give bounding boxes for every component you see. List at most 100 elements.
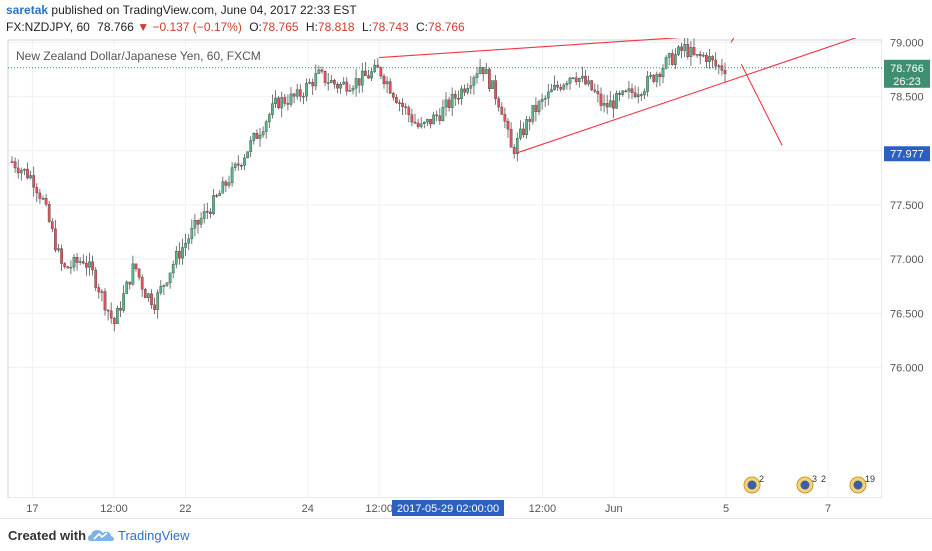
candle-body (475, 73, 479, 78)
x-tick-label: 12:00 (529, 503, 557, 515)
candle-body (165, 282, 169, 286)
x-tick-label: 17 (26, 503, 38, 515)
candle-body (16, 167, 20, 174)
candle-body (416, 122, 420, 127)
candle-body (453, 93, 457, 99)
candle-body (44, 198, 48, 205)
candle-body (19, 170, 23, 174)
candle-body (503, 114, 507, 122)
candle-body (593, 89, 597, 92)
flag-center-icon (800, 480, 810, 490)
candle-body (488, 69, 491, 90)
x-tick-label: 22 (179, 503, 191, 515)
candle-body (348, 90, 352, 92)
candle-body (413, 121, 417, 124)
open-label: O: (249, 20, 262, 34)
candle-body (565, 83, 569, 86)
price-axis[interactable]: 79.50079.00078.50078.00077.50077.00076.5… (882, 37, 932, 518)
candle-body (391, 93, 395, 98)
author-link[interactable]: saretak (6, 3, 49, 17)
candle-body (711, 56, 714, 61)
candle-body (196, 220, 200, 225)
candle-body (652, 74, 656, 82)
candle-body (370, 71, 373, 79)
candle-body (339, 83, 342, 89)
event-flag-count: 2 (759, 474, 764, 484)
candle-body (212, 195, 215, 214)
down-arrow-icon: ▼ (137, 20, 150, 34)
candle-body (57, 248, 60, 251)
candle-body (280, 97, 284, 109)
candle-body (345, 81, 349, 92)
candle-body (444, 99, 448, 108)
candle-body (221, 181, 225, 194)
trendline (379, 22, 900, 59)
candle-body (159, 286, 163, 293)
tradingview-cloud-icon[interactable] (88, 527, 114, 548)
candle-body (373, 64, 377, 72)
crosshair-price-text: 77.977 (890, 148, 924, 160)
candle-body (723, 70, 727, 74)
candle-body (562, 84, 566, 90)
close-label: C: (416, 20, 429, 34)
candle-body (227, 182, 231, 186)
x-tick-label: 12:00 (100, 503, 128, 515)
candle-body (224, 181, 228, 186)
published-text: published on TradingView.com, June 04, 2… (51, 3, 357, 17)
candle-body (478, 66, 482, 74)
candle-body (91, 261, 94, 271)
candle-body (240, 165, 243, 167)
candle-body (646, 76, 649, 92)
candle-body (494, 80, 497, 100)
candle-body (261, 131, 265, 136)
candle-body (357, 78, 361, 86)
candle-body (50, 221, 54, 230)
x-tick-label: 5 (723, 503, 729, 515)
candle-body (143, 289, 147, 299)
candle-body (137, 268, 141, 278)
candle-body (326, 82, 330, 84)
candle-body (88, 261, 91, 268)
price-chart-svg[interactable]: New Zealand Dollar/Japanese Yen, 60, FXC… (0, 0, 932, 518)
candle-body (509, 128, 513, 148)
candle-body (720, 65, 724, 71)
event-flags[interactable]: 2 3 2 19 (743, 474, 875, 494)
candle-body (422, 122, 426, 125)
x-tick-label: Jun (605, 503, 623, 515)
candle-body (308, 81, 311, 84)
candle-body (106, 309, 110, 312)
y-tick-label: 77.000 (890, 254, 924, 266)
candle-body (302, 95, 305, 98)
trendline (516, 22, 900, 154)
candle-body (134, 263, 138, 270)
candle-body (590, 80, 594, 91)
symbol-label[interactable]: FX:NZDJPY, 60 (6, 20, 90, 34)
candle-body (81, 261, 85, 264)
candle-body (500, 106, 504, 115)
candle-body (314, 73, 318, 87)
candle-body (432, 114, 435, 125)
candle-body (209, 211, 212, 214)
candle-body (639, 94, 643, 96)
candle-body (376, 64, 380, 68)
chart-area[interactable]: New Zealand Dollar/Japanese Yen, 60, FXC… (0, 0, 932, 518)
candle-body (78, 261, 82, 263)
candle-body (85, 262, 88, 268)
candle-body (534, 105, 538, 112)
candle-body (351, 87, 355, 91)
candle-body (528, 119, 532, 122)
candle-body (252, 133, 256, 141)
x-tick-label: 7 (825, 503, 831, 515)
tradingview-brand[interactable]: TradingView (118, 528, 190, 543)
flag-center-icon (853, 480, 863, 490)
candle-body (615, 93, 618, 109)
candle-body (97, 287, 101, 293)
candle-body (587, 80, 590, 85)
candle-body (243, 157, 246, 166)
candle-body (512, 147, 516, 155)
candle-body (574, 77, 578, 82)
candle-body (410, 114, 414, 123)
last-price-badge (884, 59, 930, 88)
candle-body (633, 92, 637, 98)
candle-body (435, 114, 439, 117)
